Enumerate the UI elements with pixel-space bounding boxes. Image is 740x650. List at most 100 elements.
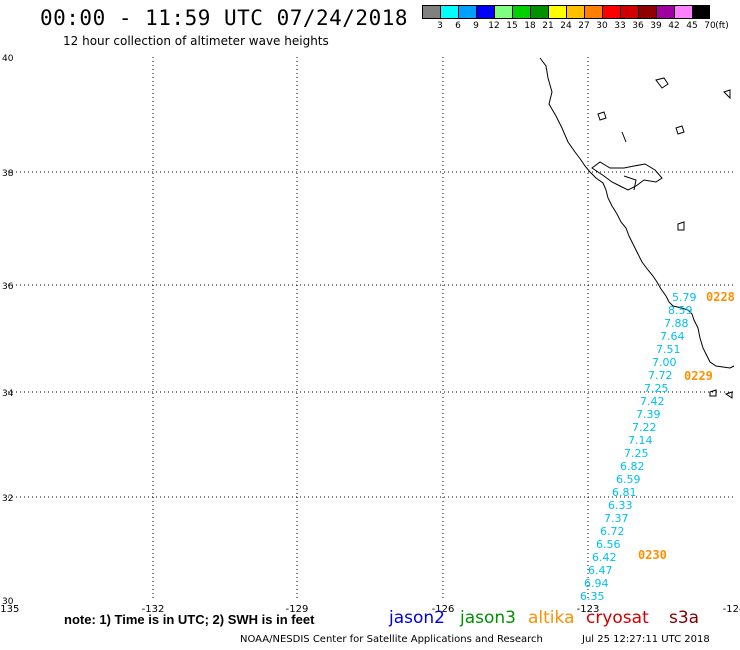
scale-label: 9 [473,21,479,31]
longitude-label: -124 [723,604,740,615]
scale-swatch [494,5,512,19]
pass-time-label: 0228 [706,290,735,304]
scale-swatch [476,5,494,19]
scale-swatch [512,5,530,19]
color-scale-labels: 3 6 9 12 15 18 21 24 27 30 33 36 39 42 45 70 (ft) [422,21,740,33]
scale-swatch [530,5,548,19]
wave-height-label: 7.51 [656,343,681,356]
wave-height-label: 5.79 [672,291,697,304]
wave-height-label: 6.42 [592,551,617,564]
legend-entry-cryosat: cryosat [586,608,649,628]
scale-swatch [584,5,602,19]
map-grid [8,57,734,600]
latitude-label: 36 [2,282,14,292]
scale-swatch [422,5,440,19]
coastline-mainland [539,57,735,369]
wave-height-label: 7.39 [636,408,661,421]
scale-label: 15 [506,21,518,31]
scale-label: 24 [560,21,572,31]
wave-height-label: 6.81 [612,486,637,499]
scale-swatch [674,5,692,19]
latitude-label: 38 [2,169,14,179]
latitude-label: 30 [2,597,14,607]
wave-height-label: 7.88 [664,317,689,330]
axis-labels: -135 -132 -129 -126 -123 -124 40 38 36 34 32 30 [0,54,740,615]
latitude-label: 34 [2,389,14,399]
scale-label: 27 [578,21,590,31]
wave-height-label: 6.56 [596,538,621,551]
wave-height-label: 6.82 [620,460,645,473]
scale-label: 45 [686,21,698,31]
scale-label: 30 [596,21,608,31]
wave-height-label: 7.37 [604,512,629,525]
wave-height-label: 6.72 [600,525,625,538]
wave-height-label: 7.00 [652,356,677,369]
pass-time-label: 0229 [684,369,713,383]
scale-swatch [692,5,710,19]
bay-outline [591,161,663,191]
wave-height-label: 7.25 [644,382,669,395]
longitude-label: -129 [286,604,309,615]
scale-swatch [638,5,656,19]
coastline [539,57,735,399]
scale-swatch [566,5,584,19]
scale-swatch [656,5,674,19]
scale-label: 6 [455,21,461,31]
legend-entry-s3a: s3a [669,608,700,628]
wave-height-label: 6.33 [608,499,633,512]
scale-label: 21 [542,21,554,31]
lake-outline [597,111,607,121]
wave-height-label: 6.94 [584,577,609,590]
delta-outline [623,175,637,191]
wave-height-label: 7.42 [640,395,665,408]
units-note: note: 1) Time is in UTC; 2) SWH is in fe… [64,612,315,627]
map-title: 00:00 - 11:59 UTC 07/24/2018 [40,6,409,30]
longitude-label: -123 [577,604,600,615]
scale-label: 36 [632,21,644,31]
scale-label: 18 [524,21,536,31]
wave-height-label: 7.22 [632,421,657,434]
scale-swatch [458,5,476,19]
wave-height-label: 7.64 [660,330,685,343]
scale-label: (ft) [715,21,729,31]
wave-height-label: 8.59 [668,304,693,317]
scale-label: 70 [704,21,716,31]
latitude-label: 40 [2,54,14,64]
scale-swatch [548,5,566,19]
wave-height-label: 7.25 [624,447,649,460]
legend-entry-jason3: jason3 [460,608,516,628]
wave-height-label: 7.72 [648,369,673,382]
scale-label: 33 [614,21,626,31]
color-scale [422,5,710,19]
satellite-track: 5.798.597.887.647.517.007.727.257.427.39… [580,290,735,603]
lake-outline [675,125,685,135]
scale-swatch [620,5,638,19]
legend-entry-altika: altika [528,608,575,628]
latitude-label: 32 [2,494,13,504]
island-outline [709,389,717,397]
lake-outline [621,131,627,143]
credit-line: NOAA/NESDIS Center for Satellite Applica… [240,634,543,645]
scale-swatch [602,5,620,19]
wave-height-label: 7.14 [628,434,653,447]
wave-height-label: 6.35 [580,590,605,603]
wave-height-label: 6.47 [588,564,613,577]
scale-swatch [440,5,458,19]
lake-outline [655,77,669,89]
scale-label: 3 [437,21,443,31]
pass-time-label: 0230 [638,548,667,562]
longitude-label: -135 [0,604,19,615]
scale-label: 42 [668,21,680,31]
wave-height-label: 6.59 [616,473,641,486]
lake-outline [723,89,731,100]
map-subtitle: 12 hour collection of altimeter wave hei… [63,34,329,48]
longitude-label: -132 [142,604,165,615]
island-outline [724,391,733,399]
generation-timestamp: Jul 25 12:27:11 UTC 2018 [582,634,710,645]
scale-label: 12 [488,21,500,31]
lake-outline [677,221,685,231]
longitude-label: -126 [432,604,455,615]
scale-label: 39 [650,21,662,31]
legend-entry-jason2: jason2 [389,608,445,628]
